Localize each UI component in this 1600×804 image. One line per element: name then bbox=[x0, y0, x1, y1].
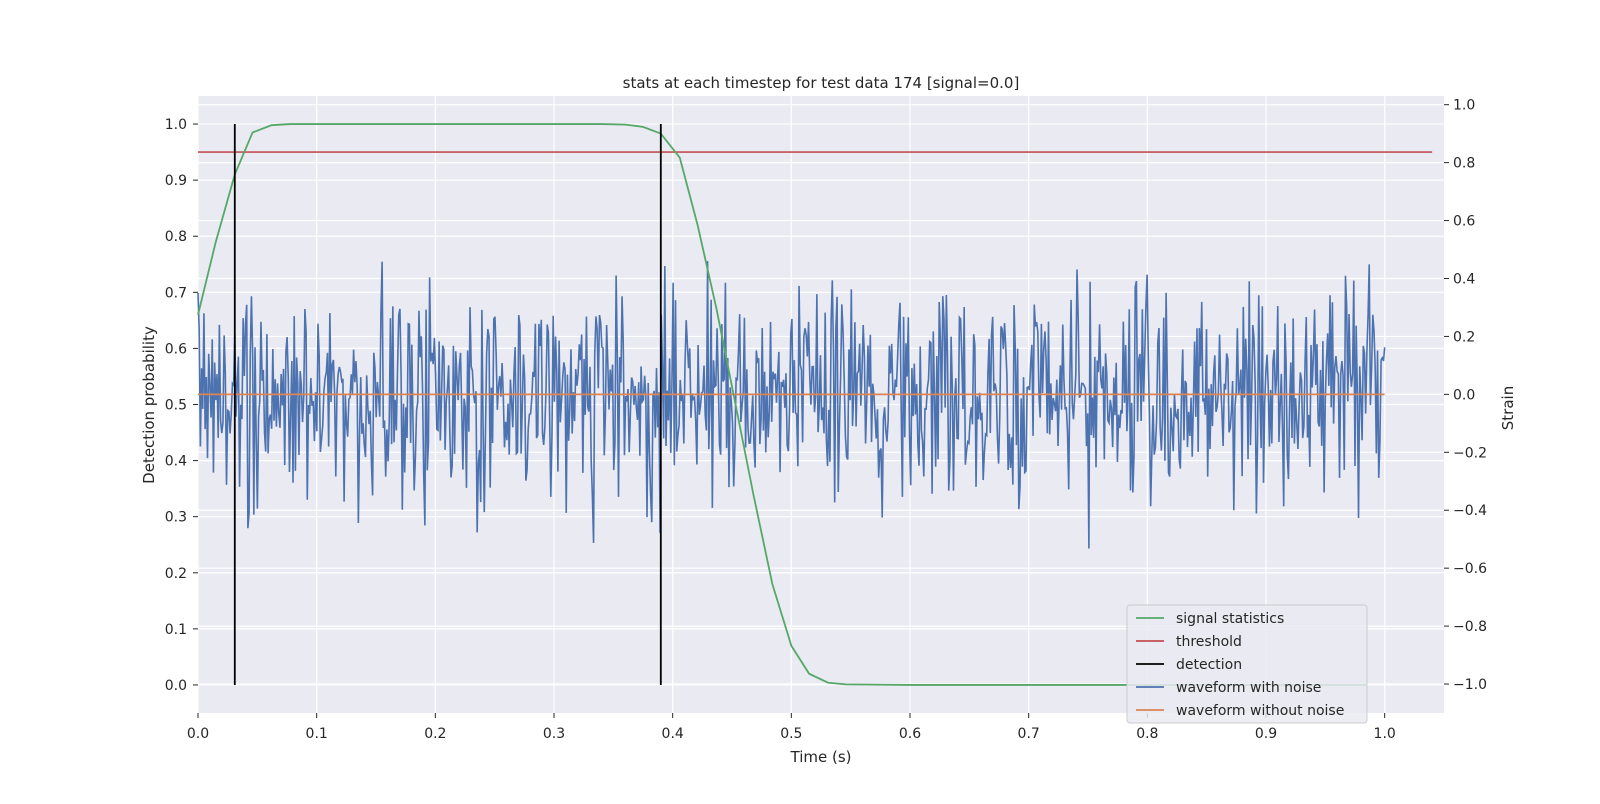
x-tick-label: 0.1 bbox=[306, 726, 328, 742]
x-tick-label: 0.3 bbox=[543, 726, 565, 742]
chart-title: stats at each timestep for test data 174… bbox=[623, 74, 1020, 92]
y-tick-label-right: −0.4 bbox=[1453, 503, 1487, 519]
y-tick-label-right: 0.8 bbox=[1453, 156, 1475, 172]
x-tick-label: 0.9 bbox=[1255, 726, 1277, 742]
legend-label-threshold: threshold bbox=[1176, 634, 1242, 650]
x-tick-label: 0.4 bbox=[662, 726, 684, 742]
y-tick-label-left: 0.3 bbox=[165, 510, 187, 526]
y-tick-label-right: −0.6 bbox=[1453, 561, 1487, 577]
y-tick-label-left: 1.0 bbox=[165, 117, 187, 133]
y-tick-label-left: 0.5 bbox=[165, 398, 187, 414]
y-tick-label-left: 0.9 bbox=[165, 173, 187, 189]
x-tick-label: 0.7 bbox=[1018, 726, 1040, 742]
axes-layer: 0.0 0.1 0.2 0.3 0.4 0.5 0.6 0.7 0.8 0.9 1.0 0.0 0.1 0… bbox=[165, 98, 1487, 742]
legend-box bbox=[1126, 604, 1368, 724]
y-tick-label-left: 0.6 bbox=[165, 341, 187, 357]
y-tick-label-right: 0.0 bbox=[1453, 387, 1475, 403]
y-tick-label-left: 0.8 bbox=[165, 229, 187, 245]
x-tick-label: 0.0 bbox=[187, 726, 209, 742]
y-tick-label-right: 0.6 bbox=[1453, 214, 1475, 230]
y-axis-label-right: Strain bbox=[1499, 386, 1517, 430]
x-tick-label: 0.8 bbox=[1136, 726, 1158, 742]
series-signal-statistics bbox=[197, 123, 1367, 686]
y-tick-label-right: 0.2 bbox=[1453, 329, 1475, 345]
x-tick-label: 0.6 bbox=[899, 726, 921, 742]
y-axis-label-left: Detection probability bbox=[140, 326, 158, 484]
y-tick-label-right: 1.0 bbox=[1453, 98, 1475, 114]
y-tick-label-left: 0.0 bbox=[165, 678, 187, 694]
y-tick-label-right: −0.2 bbox=[1453, 445, 1487, 461]
y-tick-label-left: 0.4 bbox=[165, 454, 187, 470]
x-tick-label: 0.2 bbox=[424, 726, 446, 742]
y-tick-label-left: 0.7 bbox=[165, 285, 187, 301]
y-tick-label-left: 0.1 bbox=[165, 622, 187, 638]
legend-label-signal: signal statistics bbox=[1176, 611, 1284, 627]
series-layer bbox=[197, 123, 1433, 686]
x-axis-label: Time (s) bbox=[790, 748, 852, 766]
legend-label-detection: detection bbox=[1176, 657, 1242, 673]
series-waveform-with-noise bbox=[197, 261, 1386, 549]
y-tick-label-right: 0.4 bbox=[1453, 271, 1475, 287]
legend-label-clean: waveform without noise bbox=[1176, 703, 1344, 719]
y-tick-label-left: 0.2 bbox=[165, 566, 187, 582]
legend: signal statistics threshold detection wa… bbox=[1126, 604, 1368, 724]
x-tick-label: 0.5 bbox=[780, 726, 802, 742]
x-tick-label: 1.0 bbox=[1374, 726, 1396, 742]
y-tick-label-right: −0.8 bbox=[1453, 619, 1487, 635]
legend-label-noisy: waveform with noise bbox=[1176, 680, 1321, 696]
y-tick-label-right: −1.0 bbox=[1453, 677, 1487, 693]
